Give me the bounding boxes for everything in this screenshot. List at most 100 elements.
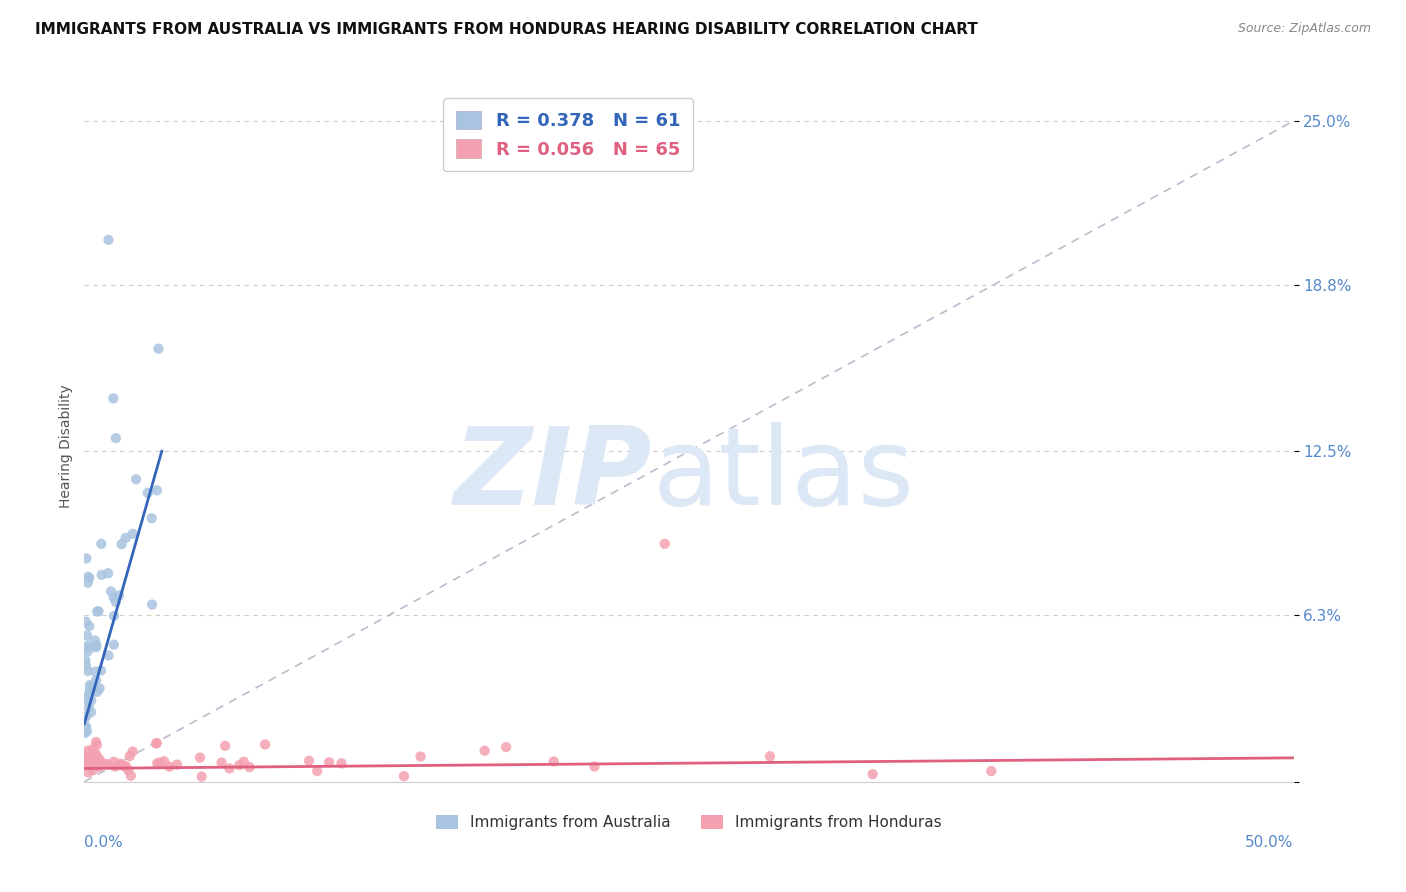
Point (76, 644, 98, 658)
Point (97, 648, 120, 663)
Point (86, 604, 108, 618)
Point (73, 719, 96, 733)
Point (77, 693, 100, 707)
Point (76, 640, 98, 655)
Point (77, 758, 100, 772)
Point (80, 681, 103, 696)
Point (75, 615, 97, 629)
Point (87, 604, 110, 618)
Point (111, 537, 134, 551)
Point (77, 639, 100, 653)
Point (214, 739, 236, 753)
Point (104, 595, 127, 609)
Point (121, 526, 143, 541)
Point (409, 749, 432, 764)
Point (83, 747, 105, 761)
Point (136, 486, 159, 500)
Point (77, 765, 100, 780)
Point (307, 764, 329, 778)
Point (148, 342, 170, 356)
Point (77, 756, 100, 770)
Point (110, 756, 132, 771)
Point (73, 712, 96, 726)
Point (77, 664, 100, 678)
Point (112, 759, 135, 773)
Text: 50.0%: 50.0% (1246, 835, 1294, 849)
Point (87, 760, 110, 774)
Text: Source: ZipAtlas.com: Source: ZipAtlas.com (1237, 22, 1371, 36)
Point (84, 747, 107, 761)
Point (76, 744, 98, 758)
Point (103, 591, 125, 605)
Point (80, 705, 103, 719)
Point (75, 720, 97, 734)
Point (115, 759, 138, 773)
Point (103, 609, 125, 624)
Point (89, 752, 111, 766)
Point (76, 689, 98, 703)
Point (86, 738, 108, 752)
Point (77, 756, 100, 770)
Point (157, 760, 180, 774)
Point (77, 700, 100, 714)
Point (298, 754, 321, 768)
Point (83, 750, 105, 764)
Point (104, 431, 127, 445)
Point (84, 640, 107, 655)
Point (82, 759, 104, 773)
Point (654, 537, 676, 551)
Point (146, 756, 169, 771)
Point (759, 749, 782, 764)
Point (141, 598, 163, 612)
Point (118, 749, 141, 764)
Text: atlas: atlas (652, 422, 915, 527)
Point (218, 761, 240, 775)
Point (79, 682, 101, 697)
Point (82, 742, 104, 756)
Point (73, 726, 96, 740)
Point (392, 769, 415, 783)
Point (84, 735, 107, 749)
Point (190, 770, 212, 784)
Point (77, 570, 100, 584)
Point (89, 681, 111, 696)
Point (84, 665, 107, 679)
Point (80, 681, 103, 695)
Point (86, 639, 108, 653)
Text: IMMIGRANTS FROM AUSTRALIA VS IMMIGRANTS FROM HONDURAS HEARING DISABILITY CORRELA: IMMIGRANTS FROM AUSTRALIA VS IMMIGRANTS … (35, 22, 979, 37)
Point (117, 763, 139, 777)
Point (79, 619, 101, 633)
Point (166, 757, 188, 772)
Point (543, 755, 565, 769)
Point (211, 756, 233, 770)
Point (232, 755, 254, 769)
Y-axis label: Hearing Disability: Hearing Disability (59, 384, 73, 508)
Point (75, 708, 97, 723)
Point (153, 754, 176, 768)
Point (84, 673, 107, 688)
Point (76, 575, 98, 590)
Point (73, 748, 96, 763)
Point (103, 392, 125, 406)
Point (103, 755, 125, 769)
Point (228, 758, 250, 772)
Point (80, 693, 103, 707)
Point (75, 757, 97, 772)
Point (90, 537, 112, 551)
Point (97, 233, 120, 247)
Point (238, 760, 260, 774)
Point (77, 571, 100, 585)
Point (76, 629, 98, 643)
Point (141, 511, 163, 525)
Point (108, 758, 131, 772)
Point (79, 678, 101, 692)
Point (146, 483, 169, 498)
Point (318, 756, 340, 770)
Point (120, 769, 142, 783)
Point (93, 756, 115, 771)
Point (90, 664, 112, 678)
Point (495, 739, 517, 754)
Point (77, 686, 100, 700)
Point (75, 653, 97, 667)
Legend: Immigrants from Australia, Immigrants from Honduras: Immigrants from Australia, Immigrants fr… (429, 807, 949, 838)
